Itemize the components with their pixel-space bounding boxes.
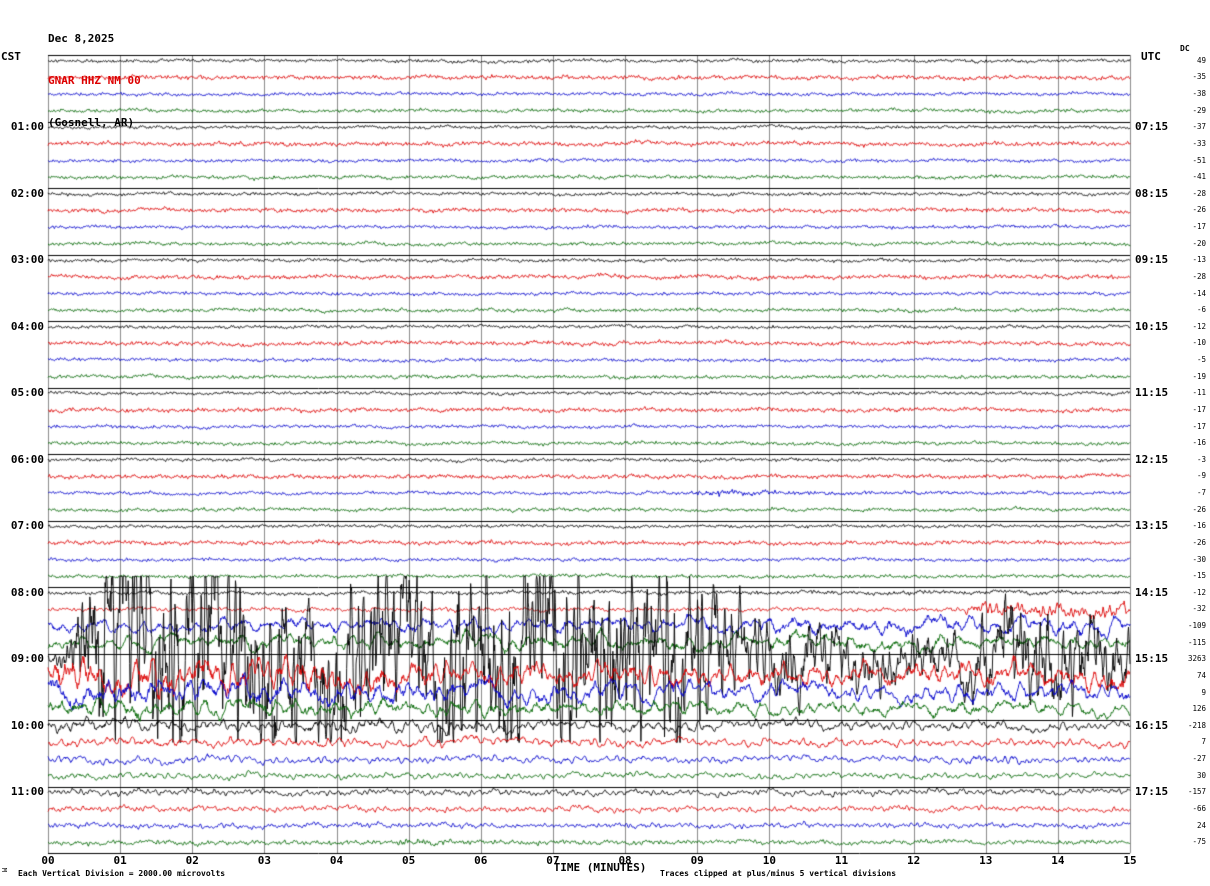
- dc-offset-value: -115: [1187, 637, 1206, 647]
- clip-note: Traces clipped at plus/minus 5 vertical …: [660, 869, 897, 878]
- corner-mark: M: [0, 867, 9, 873]
- dc-offset-value: -26: [1192, 205, 1206, 215]
- right-timezone-header: UTC: [1141, 50, 1161, 63]
- minute-tick-label: 07: [546, 854, 560, 867]
- dc-offset-value: -75: [1192, 837, 1206, 847]
- dc-offset-value: -28: [1192, 271, 1206, 281]
- dc-offset-value: -41: [1192, 172, 1206, 182]
- dc-offset-value: -17: [1192, 404, 1206, 414]
- dc-offset-value: -10: [1192, 338, 1206, 348]
- minute-tick-label: 09: [690, 854, 704, 867]
- dc-offset-value: -12: [1192, 587, 1206, 597]
- minute-tick-label: 00: [41, 854, 55, 867]
- minute-tick-label: 12: [906, 854, 921, 867]
- dc-offset-value: 3263: [1187, 654, 1206, 664]
- dc-offset-value: -17: [1192, 421, 1206, 431]
- right-hour-label: 08:15: [1135, 186, 1169, 200]
- dc-offset-value: -6: [1196, 305, 1206, 315]
- dc-offset-value: -32: [1192, 604, 1206, 614]
- dc-offset-value: 49: [1196, 55, 1206, 65]
- minute-tick-label: 06: [474, 854, 488, 867]
- minute-tick-label: 04: [329, 854, 344, 867]
- minute-tick-label: 13: [979, 854, 993, 867]
- dc-offset-value: -30: [1192, 554, 1206, 564]
- minute-tick-label: 10: [762, 854, 776, 867]
- dc-offset-value: -12: [1192, 321, 1206, 331]
- right-hour-label: 13:15: [1135, 519, 1169, 533]
- dc-offset-value: -3: [1196, 454, 1206, 464]
- left-hour-label: 08:00: [10, 585, 44, 599]
- left-hour-label: 05:00: [10, 386, 44, 400]
- title-location: (Gosnell, AR): [48, 116, 135, 129]
- dc-offset-value: -51: [1192, 155, 1206, 165]
- dc-offset-value: -26: [1192, 504, 1206, 514]
- dc-offset-value: -26: [1192, 537, 1206, 547]
- dc-offset-value: -13: [1192, 255, 1206, 265]
- right-hour-label: 17:15: [1135, 785, 1169, 799]
- dc-offset-value: 30: [1196, 770, 1206, 780]
- left-hour-label: 10:00: [10, 718, 44, 732]
- right-hour-label: 07:15: [1135, 120, 1169, 134]
- dc-offset-value: -29: [1192, 105, 1206, 115]
- dc-offset-value: -11: [1192, 388, 1206, 398]
- right-hour-label: 11:15: [1135, 386, 1169, 400]
- title-block: Dec 8,2025 GNAR HHZ NM 00 (Gosnell, AR): [48, 4, 141, 158]
- dc-offset-value: 9: [1201, 687, 1206, 697]
- left-hour-label: 11:00: [10, 785, 44, 799]
- dc-offset-value: 74: [1196, 670, 1206, 680]
- dc-offset-value: -15: [1192, 571, 1206, 581]
- left-hour-label: 01:00: [10, 120, 44, 134]
- dc-offset-value: -20: [1192, 238, 1206, 248]
- left-hour-label: 06:00: [10, 452, 44, 466]
- dc-offset-value: -5: [1196, 355, 1206, 365]
- dc-offset-value: -38: [1192, 89, 1206, 99]
- dc-offset-value: -35: [1192, 72, 1206, 82]
- dc-offset-value: -17: [1192, 222, 1206, 232]
- right-hour-label: 16:15: [1135, 718, 1169, 732]
- left-hour-label: 02:00: [10, 186, 44, 200]
- scale-note: Each Vertical Division = 2000.00 microvo…: [18, 869, 226, 878]
- left-timezone-header: CST: [1, 50, 21, 63]
- right-hour-label: 10:15: [1135, 319, 1169, 333]
- dc-offset-value: -28: [1192, 188, 1206, 198]
- dc-offset-value: -16: [1192, 438, 1206, 448]
- title-date: Dec 8,2025: [48, 32, 115, 45]
- dc-offset-value: -33: [1192, 138, 1206, 148]
- minute-tick-label: 05: [402, 854, 416, 867]
- dc-offset-value: -14: [1192, 288, 1206, 298]
- minute-tick-label: 02: [185, 854, 199, 867]
- dc-offset-value: -157: [1187, 787, 1206, 797]
- right-hour-label: 12:15: [1135, 452, 1169, 466]
- left-hour-label: 07:00: [10, 519, 44, 533]
- dc-offset-value: 7: [1201, 737, 1206, 747]
- right-hour-label: 09:15: [1135, 253, 1169, 267]
- dc-offset-value: -19: [1192, 371, 1206, 381]
- dc-offset-value: -9: [1196, 471, 1206, 481]
- dc-offset-value: -7: [1196, 488, 1206, 498]
- dc-offset-value: 126: [1192, 704, 1206, 714]
- left-hour-label: 09:00: [10, 652, 44, 666]
- left-hour-label: 04:00: [10, 319, 44, 333]
- dc-offset-value: -27: [1192, 754, 1206, 764]
- minute-tick-label: 01: [113, 854, 127, 867]
- minute-tick-label: 14: [1051, 854, 1065, 867]
- minute-tick-label: 03: [257, 854, 272, 867]
- minute-tick-label: 11: [834, 854, 849, 867]
- right-hour-label: 14:15: [1135, 585, 1169, 599]
- dc-offset-value: -66: [1192, 803, 1206, 813]
- left-hour-label: 03:00: [10, 253, 44, 267]
- dc-offset-value: -109: [1187, 621, 1206, 631]
- dc-offset-value: -37: [1192, 122, 1206, 132]
- right-hour-label: 15:15: [1135, 652, 1169, 666]
- time-axis-label: TIME (MINUTES): [553, 861, 647, 874]
- dc-offset-value: 24: [1196, 820, 1206, 830]
- minute-tick-label: 08: [618, 854, 632, 867]
- minute-tick-label: 15: [1123, 854, 1137, 867]
- dc-offset-value: -218: [1187, 720, 1206, 730]
- dc-offset-header: DC: [1180, 44, 1190, 53]
- title-station: GNAR HHZ NM 00: [48, 74, 141, 87]
- dc-offset-value: -16: [1192, 521, 1206, 531]
